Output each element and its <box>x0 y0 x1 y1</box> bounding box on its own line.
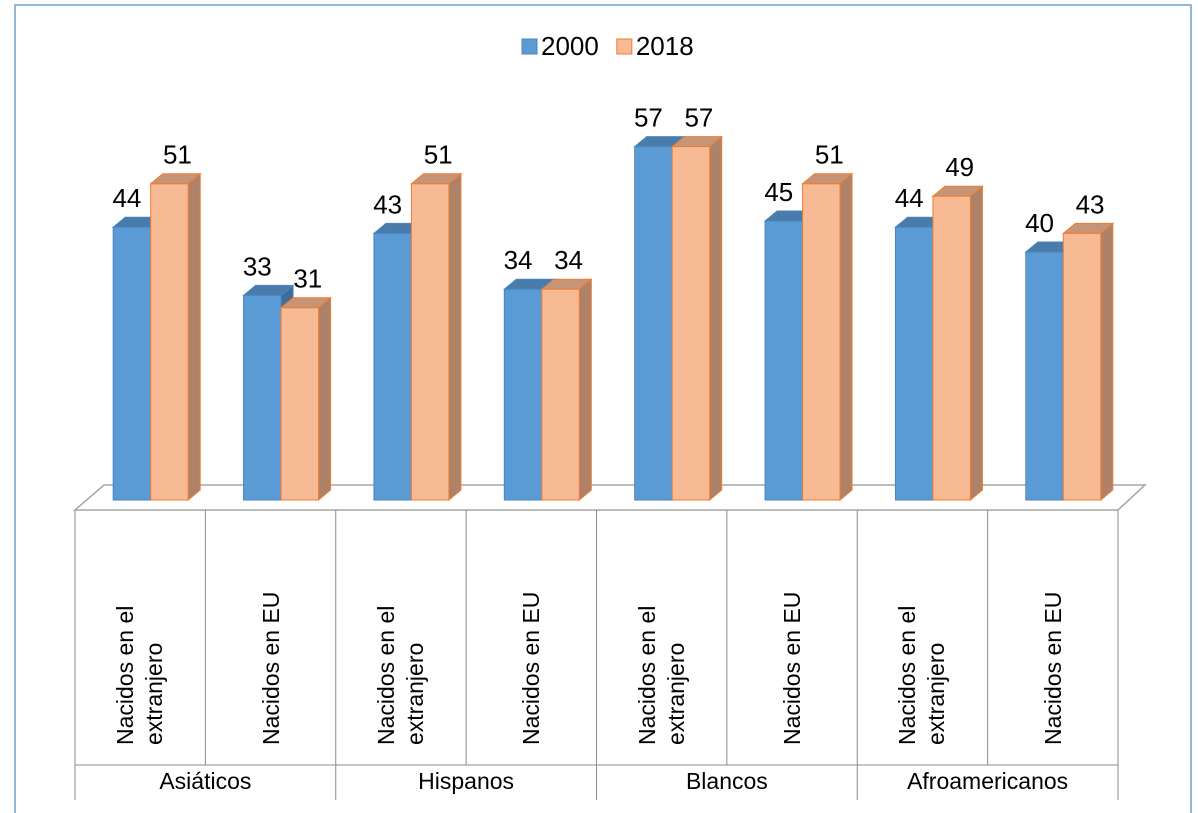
data-label: 51 <box>424 140 453 170</box>
data-label: 33 <box>243 251 272 281</box>
data-label: 44 <box>112 183 141 213</box>
bar-side <box>187 172 201 502</box>
x-tick-label: Nacidos en el extranjero <box>627 515 697 745</box>
x-tick-label: Nacidos en el extranjero <box>887 515 957 745</box>
data-label: 49 <box>945 152 974 182</box>
bar <box>149 172 202 502</box>
bar-front <box>280 307 320 501</box>
bar <box>801 172 854 502</box>
bar <box>279 296 332 502</box>
bar <box>540 278 593 502</box>
frame <box>14 4 1192 813</box>
bar-side <box>578 278 592 502</box>
bar-front <box>243 294 282 501</box>
bar-front <box>764 220 804 501</box>
legend-swatch <box>616 38 633 55</box>
group-label: Blancos <box>686 768 768 794</box>
data-label: 44 <box>895 183 924 213</box>
bar-front <box>932 195 971 501</box>
data-label: 57 <box>684 102 713 132</box>
bar-front <box>894 226 934 501</box>
bar <box>410 172 463 502</box>
data-label: 43 <box>1076 189 1105 219</box>
x-tick-text: Nacidos en EU <box>1039 591 1066 745</box>
bar-side <box>969 185 983 502</box>
group-label: Asiáticos <box>159 768 251 794</box>
bar-front <box>802 183 841 501</box>
data-label: 57 <box>634 102 663 132</box>
bar-front <box>373 232 412 501</box>
data-label: 45 <box>764 177 793 207</box>
legend-swatch <box>521 38 538 55</box>
legend-label: 2000 <box>541 31 599 61</box>
bar-front <box>541 288 580 501</box>
data-label: 51 <box>815 140 844 170</box>
bar-front <box>1062 232 1102 501</box>
x-tick-text: Nacidos en el extranjero <box>633 605 689 745</box>
x-tick-text: Nacidos en EU <box>778 591 805 745</box>
bar-front <box>410 183 450 501</box>
bar <box>931 185 984 502</box>
x-tick-text: Nacidos en el extranjero <box>372 605 428 745</box>
data-label: 34 <box>504 245 533 275</box>
x-tick-text: Nacidos en EU <box>257 591 284 745</box>
x-tick-text: Nacidos en EU <box>517 591 544 745</box>
bar-side <box>318 296 332 502</box>
x-tick-text: Nacidos en el extranjero <box>894 605 950 745</box>
x-tick-label: Nacidos en el extranjero <box>366 515 436 745</box>
bar <box>670 135 724 502</box>
bar-front <box>150 183 189 501</box>
bar-front <box>1025 251 1064 501</box>
bar-front <box>634 146 673 501</box>
group-label: Afroamericanos <box>907 768 1068 794</box>
bar-side <box>839 172 853 502</box>
x-tick-label: Nacidos en EU <box>236 515 306 745</box>
x-tick-label: Nacidos en EU <box>757 515 827 745</box>
data-label: 34 <box>554 245 583 275</box>
bar-front <box>503 288 543 501</box>
x-tick-label: Nacidos en el extranjero <box>105 515 175 745</box>
bar-front <box>671 146 711 501</box>
data-label: 40 <box>1025 208 1054 238</box>
group-label: Hispanos <box>418 768 514 794</box>
x-tick-text: Nacidos en el extranjero <box>112 605 168 745</box>
data-label: 51 <box>163 140 192 170</box>
bar-side <box>448 172 462 502</box>
legend-label: 2018 <box>636 31 694 61</box>
floor <box>72 484 1147 511</box>
data-label: 43 <box>373 189 402 219</box>
bar <box>1061 222 1115 502</box>
x-tick-label: Nacidos en EU <box>1018 515 1088 745</box>
x-tick-label: Nacidos en EU <box>496 515 566 745</box>
bar-side <box>709 135 723 502</box>
bar-side <box>1100 222 1114 502</box>
bar-front <box>112 226 152 501</box>
data-label: 31 <box>293 264 322 294</box>
